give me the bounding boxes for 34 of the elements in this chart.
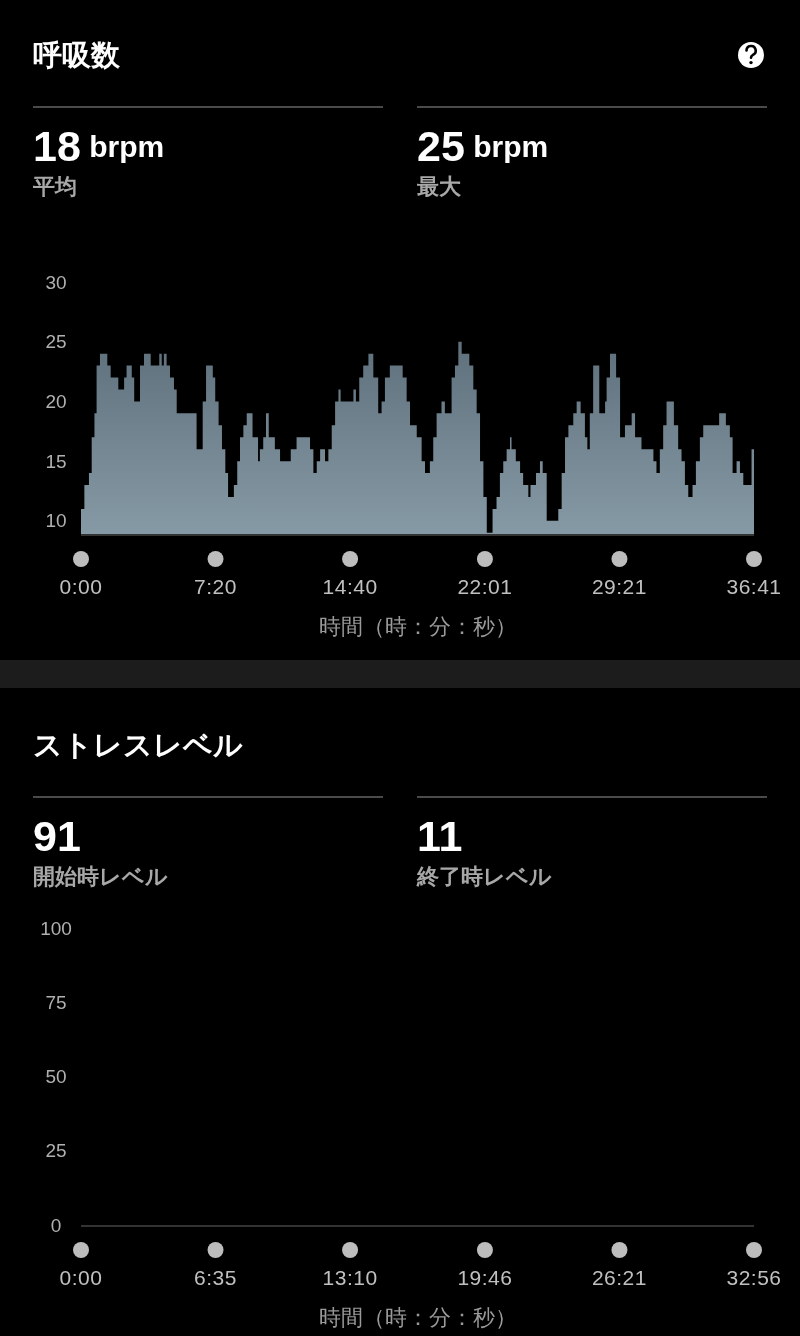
text: 18 brpm xyxy=(33,122,165,170)
chart-title: 呼吸数 xyxy=(33,39,121,71)
x-tick-label: 14:40 xyxy=(322,574,378,598)
y-tick-label: 0 xyxy=(50,1214,62,1236)
y-tick-label: 50 xyxy=(45,1066,67,1087)
x-tick-label: 29:21 xyxy=(591,574,647,598)
y-tick-label: 30 xyxy=(45,271,67,293)
y-tick-label: 10 xyxy=(45,510,67,532)
text: 開始時レベル xyxy=(33,863,168,889)
chart-title: ストレスレベル xyxy=(33,729,243,761)
y-tick-label: 100 xyxy=(40,917,72,939)
y-tick-label: 25 xyxy=(45,331,67,353)
y-tick-label: 20 xyxy=(45,390,67,412)
y-tick-label: 25 xyxy=(45,1140,67,1162)
text: 終了時レベル xyxy=(416,863,552,889)
x-tick-label: 0:00 xyxy=(59,1265,103,1289)
x-tick-label: 19:46 xyxy=(457,1265,513,1289)
x-tick-label: 32:56 xyxy=(726,1265,782,1289)
x-axis-title: 時間（時：分：秒） xyxy=(318,613,517,639)
x-tick-label: 7:20 xyxy=(194,574,237,598)
x-tick-label: 13:10 xyxy=(322,1265,378,1289)
y-tick-label: 15 xyxy=(45,450,67,472)
x-tick-label: 36:41 xyxy=(726,574,782,598)
x-tick-label: 0:00 xyxy=(59,574,103,598)
text: 平均 xyxy=(32,173,77,199)
x-tick-label: 26:21 xyxy=(591,1265,647,1289)
text: 91 xyxy=(33,812,81,860)
x-axis-title: 時間（時：分：秒） xyxy=(318,1304,517,1330)
x-tick-label: 6:35 xyxy=(194,1265,237,1289)
y-tick-label: 75 xyxy=(45,991,67,1013)
text: 11 xyxy=(417,812,463,860)
text: 最大 xyxy=(416,173,462,199)
x-tick-label: 22:01 xyxy=(457,574,513,598)
text: 25 brpm xyxy=(417,122,549,170)
